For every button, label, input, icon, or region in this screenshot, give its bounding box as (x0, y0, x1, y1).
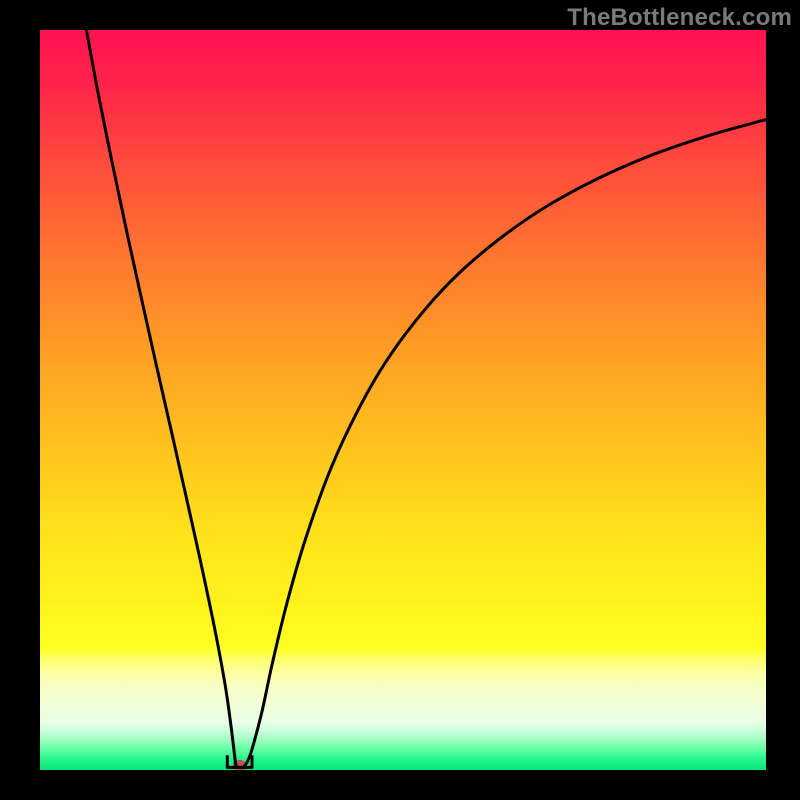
chart-frame: TheBottleneck.com (0, 0, 800, 800)
plot-gradient-background (40, 30, 766, 770)
watermark-text: TheBottleneck.com (567, 4, 792, 32)
bottleneck-chart (0, 0, 800, 800)
